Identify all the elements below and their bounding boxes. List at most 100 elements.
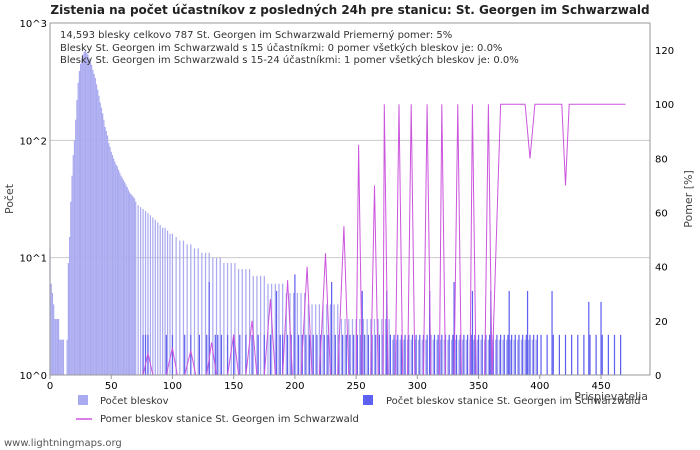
total-bar <box>410 339 412 375</box>
total-bar <box>80 63 82 376</box>
total-bar <box>91 64 93 375</box>
y2-tick-label: 100 <box>655 100 674 111</box>
y-tick-label: 10^2 <box>20 136 47 147</box>
total-bar <box>458 339 460 375</box>
station-bar <box>184 334 186 375</box>
total-bar <box>166 230 169 375</box>
total-bar <box>454 339 456 375</box>
station-bar <box>393 334 395 375</box>
total-bar <box>140 207 142 375</box>
total-bar <box>175 237 177 375</box>
total-bar <box>55 319 57 375</box>
station-bar <box>263 334 265 375</box>
x-tick-label: 200 <box>285 381 304 392</box>
station-bar <box>342 334 344 375</box>
total-bar <box>462 339 464 375</box>
station-bar <box>257 334 259 375</box>
total-bar <box>498 339 500 375</box>
total-bar <box>103 119 105 375</box>
total-bar <box>171 233 174 375</box>
station-bar <box>511 334 513 375</box>
station-bar <box>481 334 483 375</box>
station-bar <box>165 334 167 375</box>
total-bar <box>154 219 156 375</box>
station-bar <box>251 334 253 375</box>
total-bar <box>104 126 106 375</box>
total-bar <box>114 161 116 375</box>
station-bar <box>507 334 509 375</box>
station-bar <box>514 334 516 375</box>
total-bar <box>535 339 537 375</box>
total-bar <box>344 319 346 375</box>
total-bar <box>282 283 284 375</box>
station-bar <box>400 334 403 375</box>
total-bar <box>377 319 379 375</box>
total-bar <box>506 339 508 375</box>
station-bar <box>552 334 554 375</box>
total-bar <box>128 192 131 375</box>
total-bar <box>119 172 121 375</box>
station-bar <box>540 334 542 375</box>
total-bar <box>337 304 339 375</box>
x-tick-label: 0 <box>47 381 53 392</box>
total-bar <box>278 283 280 375</box>
total-bar <box>126 187 128 375</box>
total-bar <box>162 227 164 375</box>
total-bar <box>359 319 361 375</box>
total-bar <box>502 339 504 375</box>
total-bar <box>370 319 372 375</box>
station-bar <box>220 334 223 375</box>
total-bar <box>130 193 132 375</box>
station-bar <box>595 334 597 375</box>
total-bar <box>384 319 387 375</box>
total-bar <box>296 292 298 375</box>
total-bar <box>293 292 295 375</box>
total-bar <box>100 107 103 375</box>
total-bar <box>60 339 62 375</box>
station-bar <box>353 334 355 375</box>
station-bar <box>620 334 622 375</box>
y2-tick-label: 0 <box>655 371 661 382</box>
total-bar <box>480 339 482 375</box>
station-bar <box>233 334 235 375</box>
total-bar <box>106 135 109 375</box>
total-bar <box>88 58 90 375</box>
total-bar <box>99 102 101 375</box>
total-bar <box>223 263 225 375</box>
total-bar <box>122 179 125 375</box>
station-bar <box>208 282 210 375</box>
station-bar <box>308 334 311 375</box>
station-bar <box>433 334 436 375</box>
station-bar <box>492 334 494 375</box>
station-bar <box>297 334 300 375</box>
station-bar <box>490 290 492 375</box>
total-bar <box>348 319 350 375</box>
station-bar <box>245 334 247 375</box>
y2-tick-label: 120 <box>655 46 674 57</box>
y-axis-label: Počet <box>3 183 16 214</box>
total-bar <box>84 50 87 375</box>
total-bar <box>204 252 207 375</box>
total-bar <box>137 205 139 375</box>
total-bar <box>186 244 188 375</box>
y2-tick-label: 80 <box>655 154 668 165</box>
station-bar <box>564 334 567 375</box>
total-bar <box>256 275 258 375</box>
total-bar <box>237 269 240 375</box>
station-bar <box>601 334 603 375</box>
total-bar <box>135 201 137 375</box>
total-bar <box>71 175 73 375</box>
station-bar <box>613 334 616 375</box>
y2-tick-label: 60 <box>655 209 668 220</box>
x-tick-label: 250 <box>347 381 366 392</box>
station-bar <box>518 334 520 375</box>
station-bar <box>459 334 461 375</box>
station-bar <box>577 334 579 375</box>
station-count-bars <box>142 274 622 375</box>
station-bar <box>214 334 216 375</box>
station-bar <box>500 334 502 375</box>
total-bar <box>127 189 129 375</box>
y-tick-label: 10^3 <box>20 19 47 30</box>
total-bar <box>82 54 84 375</box>
total-bar <box>245 269 247 375</box>
